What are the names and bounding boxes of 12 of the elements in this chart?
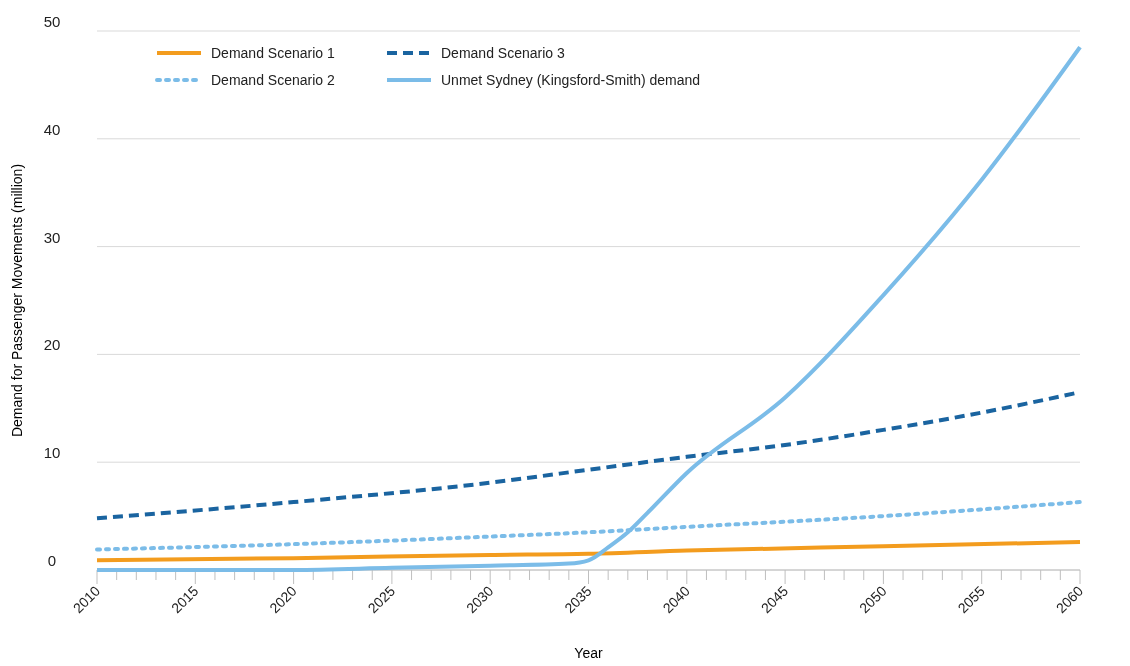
x-axis-title: Year — [574, 645, 603, 661]
y-tick-label: 10 — [43, 444, 61, 462]
legend-label: Unmet Sydney (Kingsford-Smith) demand — [441, 72, 701, 88]
y-tick-label: 0 — [47, 552, 57, 569]
legend-label: Demand Scenario 3 — [441, 45, 565, 61]
y-tick-label: 40 — [43, 120, 61, 138]
legend-label: Demand Scenario 2 — [211, 72, 335, 88]
y-tick-label: 20 — [43, 336, 61, 354]
legend-label: Demand Scenario 1 — [211, 45, 335, 61]
y-tick-label: 30 — [43, 228, 61, 246]
y-axis-title: Demand for Passenger Movements (million) — [9, 163, 25, 438]
y-tick-label: 50 — [43, 13, 61, 30]
